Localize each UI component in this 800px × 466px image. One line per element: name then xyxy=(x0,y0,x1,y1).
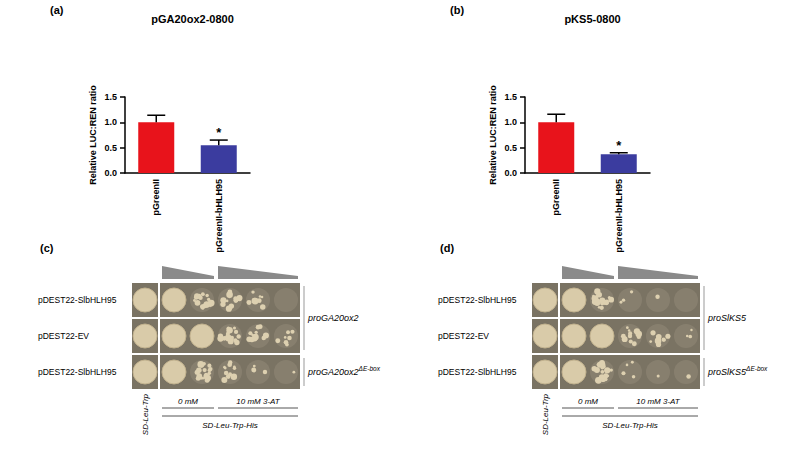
svg-text:10 mM 3-AT: 10 mM 3-AT xyxy=(236,397,281,406)
svg-text:0.5: 0.5 xyxy=(104,143,117,153)
svg-text:pDEST22-SlbHLH95: pDEST22-SlbHLH95 xyxy=(438,295,517,305)
svg-text:pGreenII-bHLH95: pGreenII-bHLH95 xyxy=(614,179,624,253)
svg-text:pKS5-0800: pKS5-0800 xyxy=(564,13,620,25)
svg-text:proGA20ox2: proGA20ox2 xyxy=(307,313,359,323)
svg-text:1.0: 1.0 xyxy=(504,117,517,127)
svg-text:SD-Leu-Trp: SD-Leu-Trp xyxy=(541,393,550,435)
svg-text:pDEST22-EV: pDEST22-EV xyxy=(438,331,489,341)
svg-text:pDEST22-EV: pDEST22-EV xyxy=(38,331,89,341)
svg-text:(d): (d) xyxy=(440,242,454,254)
svg-text:pGA20ox2-0800: pGA20ox2-0800 xyxy=(151,13,234,25)
svg-text:1.5: 1.5 xyxy=(104,92,117,102)
svg-text:Relative LUC:REN ratio: Relative LUC:REN ratio xyxy=(88,85,98,185)
svg-text:(b): (b) xyxy=(450,4,464,16)
svg-text:pDEST22-SlbHLH95: pDEST22-SlbHLH95 xyxy=(38,295,117,305)
svg-text:proSlKS5: proSlKS5 xyxy=(707,313,747,323)
svg-text:SD-Leu-Trp-His: SD-Leu-Trp-His xyxy=(202,421,257,430)
svg-text:1.5: 1.5 xyxy=(504,92,517,102)
svg-text:proSlKS5ΔE-box: proSlKS5ΔE-box xyxy=(707,365,768,377)
svg-text:0 mM: 0 mM xyxy=(578,397,598,406)
svg-text:*: * xyxy=(216,125,222,140)
svg-text:pDEST22-SlbHLH95: pDEST22-SlbHLH95 xyxy=(438,367,517,377)
svg-text:0.0: 0.0 xyxy=(504,168,517,178)
svg-text:pGreenII-bHLH95: pGreenII-bHLH95 xyxy=(214,179,224,253)
svg-text:pGreenII: pGreenII xyxy=(151,179,161,216)
svg-text:(c): (c) xyxy=(40,242,54,254)
svg-text:SD-Leu-Trp: SD-Leu-Trp xyxy=(141,393,150,435)
svg-text:1.0: 1.0 xyxy=(104,117,117,127)
svg-text:(a): (a) xyxy=(50,4,64,16)
svg-text:Relative LUC:REN ratio: Relative LUC:REN ratio xyxy=(488,85,498,185)
svg-text:SD-Leu-Trp-His: SD-Leu-Trp-His xyxy=(602,421,657,430)
svg-text:pDEST22-SlbHLH95: pDEST22-SlbHLH95 xyxy=(38,367,117,377)
svg-text:0 mM: 0 mM xyxy=(178,397,198,406)
svg-text:pGreenII: pGreenII xyxy=(551,179,561,216)
svg-text:0.5: 0.5 xyxy=(504,143,517,153)
svg-text:10 mM 3-AT: 10 mM 3-AT xyxy=(636,397,681,406)
svg-text:proGA20ox2ΔE-box: proGA20ox2ΔE-box xyxy=(307,365,381,377)
svg-text:*: * xyxy=(616,138,622,153)
svg-text:0.0: 0.0 xyxy=(104,168,117,178)
